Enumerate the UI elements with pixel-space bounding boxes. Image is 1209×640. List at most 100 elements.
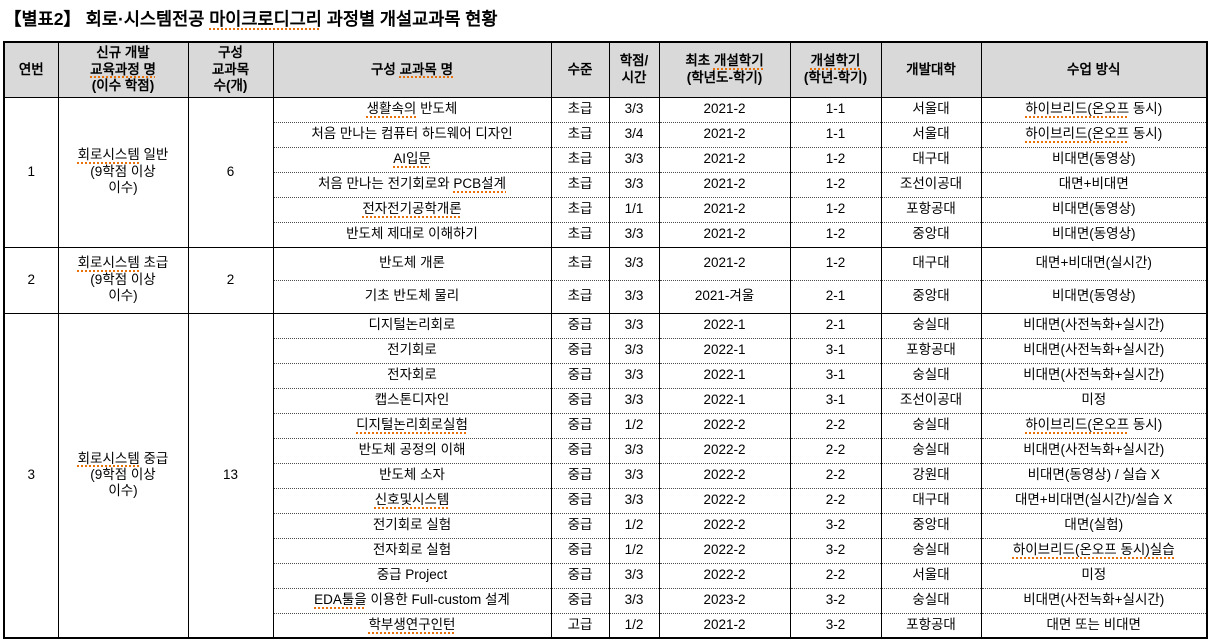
- subject-credit: 1/2: [608, 412, 660, 439]
- subject-first-term: 2022-1: [658, 312, 791, 339]
- subject-credit: 3/3: [608, 96, 660, 123]
- subject-name: 학부생연구인턴: [272, 612, 552, 639]
- table-row: 반도체 제대로 이해하기 초급 3/3 2021-2 1-2 중앙대 비대면(동…: [4, 221, 1208, 248]
- subject-level: 중급: [550, 412, 610, 439]
- subject-method: 비대면(사전녹화+실시간): [980, 587, 1208, 614]
- table-row: 중급 Project 중급 3/3 2022-2 2-2 서울대 미정: [4, 562, 1208, 589]
- subject-term: 2-2: [789, 412, 882, 439]
- group-course-name: 회로시스템 일반 (9학점 이상 이수): [57, 96, 189, 248]
- page-title: 【별표2】 회로·시스템전공 마이크로디그리 과정별 개설교과목 현황: [4, 9, 498, 29]
- table-row: 처음 만나는 컴퓨터 하드웨어 디자인 초급 3/4 2021-2 1-1 서울…: [4, 121, 1208, 148]
- subject-term: 2-1: [789, 312, 882, 339]
- subject-univ: 숭실대: [880, 437, 982, 464]
- subject-term: 2-1: [789, 279, 882, 314]
- subject-method: 하이브리드(온오프 동시): [980, 121, 1208, 148]
- subject-univ: 중앙대: [880, 512, 982, 539]
- subject-level: 중급: [550, 362, 610, 389]
- group-no: 1: [3, 96, 59, 248]
- subject-level: 초급: [550, 121, 610, 148]
- subject-first-term: 2021-2: [658, 171, 791, 198]
- subject-name: AI입문: [272, 146, 552, 173]
- table-row: 학부생연구인턴 고급 1/2 2021-2 3-2 포항공대 대면 또는 비대면: [4, 612, 1208, 639]
- subject-method: 하이브리드(온오프 동시)실습: [980, 537, 1208, 564]
- subject-credit: 3/3: [608, 487, 660, 514]
- subject-term: 3-1: [789, 362, 882, 389]
- subject-name: 중급 Project: [272, 562, 552, 589]
- subject-level: 중급: [550, 562, 610, 589]
- group-course-name: 회로시스템 중급 (9학점 이상 이수): [57, 312, 189, 639]
- subject-credit: 3/3: [608, 312, 660, 339]
- subject-first-term: 2022-2: [658, 537, 791, 564]
- subject-univ: 숭실대: [880, 362, 982, 389]
- group-no: 2: [3, 246, 59, 314]
- subject-method: 대면(실험): [980, 512, 1208, 539]
- table-row: 전자전기공학개론 초급 1/1 2021-2 1-2 포항공대 비대면(동영상): [4, 196, 1208, 223]
- subject-univ: 강원대: [880, 462, 982, 489]
- subject-level: 초급: [550, 279, 610, 314]
- subject-name: 디지털논리회로: [272, 312, 552, 339]
- subject-name: 기초 반도체 물리: [272, 279, 552, 314]
- subject-first-term: 2021-2: [658, 196, 791, 223]
- subject-univ: 포항공대: [880, 337, 982, 364]
- table-header-row: 연번 신규 개발 교육과정 명 (이수 학점) 구성 교과목 수(개) 구성 교…: [3, 41, 1208, 98]
- col-header-term: 개설학기 (학년-학기): [789, 41, 882, 98]
- group-no: 3: [3, 312, 59, 639]
- subject-credit: 1/1: [608, 196, 660, 223]
- subject-univ: 서울대: [880, 121, 982, 148]
- subject-univ: 서울대: [880, 562, 982, 589]
- subject-level: 중급: [550, 487, 610, 514]
- subject-method: 비대면(사전녹화+실시간): [980, 312, 1208, 339]
- subject-name: 전기회로 실험: [272, 512, 552, 539]
- subject-first-term: 2021-2: [658, 96, 791, 123]
- subject-level: 초급: [550, 221, 610, 248]
- table-row: 반도체 소자 중급 3/3 2022-2 2-2 강원대 비대면(동영상) / …: [4, 462, 1208, 489]
- subject-name: EDA툴을 이용한 Full-custom 설계: [272, 587, 552, 614]
- subject-method: 비대면(사전녹화+실시간): [980, 362, 1208, 389]
- subject-level: 초급: [550, 96, 610, 123]
- table-row: 3 회로시스템 중급 (9학점 이상 이수) 13 디지털논리회로 중급 3/3…: [3, 312, 1208, 639]
- subject-term: 3-1: [789, 387, 882, 414]
- subject-univ: 포항공대: [880, 612, 982, 639]
- subject-level: 중급: [550, 537, 610, 564]
- subject-credit: 3/3: [608, 587, 660, 614]
- subject-term: 3-2: [789, 587, 882, 614]
- col-header-no: 연번: [3, 41, 59, 98]
- subject-term: 3-1: [789, 337, 882, 364]
- subject-term: 3-2: [789, 512, 882, 539]
- subject-credit: 1/2: [608, 537, 660, 564]
- subject-credit: 3/3: [608, 562, 660, 589]
- subject-credit: 3/3: [608, 146, 660, 173]
- subject-method: 비대면(동영상): [980, 196, 1208, 223]
- col-header-credit: 학점/ 시간: [608, 41, 660, 98]
- subject-level: 중급: [550, 587, 610, 614]
- subject-univ: 중앙대: [880, 221, 982, 248]
- subject-level: 중급: [550, 387, 610, 414]
- col-header-method: 수업 방식: [980, 41, 1208, 98]
- subject-first-term: 2021-겨울: [658, 279, 791, 314]
- subject-first-term: 2022-2: [658, 437, 791, 464]
- subject-term: 3-2: [789, 537, 882, 564]
- subject-credit: 1/2: [608, 512, 660, 539]
- col-header-univ: 개발대학: [880, 41, 982, 98]
- subject-name: 전자회로: [272, 362, 552, 389]
- subject-first-term: 2022-2: [658, 487, 791, 514]
- table-row: 반도체 공정의 이해 중급 3/3 2022-2 2-2 숭실대 비대면(사전녹…: [4, 437, 1208, 464]
- subject-level: 초급: [550, 171, 610, 198]
- group-course-name: 회로시스템 초급 (9학점 이상 이수): [57, 246, 189, 314]
- subject-term: 2-2: [789, 462, 882, 489]
- subject-univ: 조선이공대: [880, 387, 982, 414]
- subject-univ: 숭실대: [880, 312, 982, 339]
- subject-level: 고급: [550, 612, 610, 639]
- subject-method: 비대면(동영상): [980, 279, 1208, 314]
- subject-credit: 3/3: [608, 279, 660, 314]
- subject-first-term: 2021-2: [658, 246, 791, 281]
- subject-term: 1-2: [789, 146, 882, 173]
- subject-method: 대면+비대면(실시간): [980, 246, 1208, 281]
- table-row: 기초 반도체 물리 초급 3/3 2021-겨울 2-1 중앙대 비대면(동영상…: [4, 279, 1208, 314]
- subject-level: 초급: [550, 196, 610, 223]
- subject-name: 반도체 소자: [272, 462, 552, 489]
- subject-method: 미정: [980, 562, 1208, 589]
- table-row: 신호및시스템 중급 3/3 2022-2 2-2 대구대 대면+비대면(실시간)…: [4, 487, 1208, 514]
- subject-term: 2-2: [789, 562, 882, 589]
- subject-method: 비대면(사전녹화+실시간): [980, 437, 1208, 464]
